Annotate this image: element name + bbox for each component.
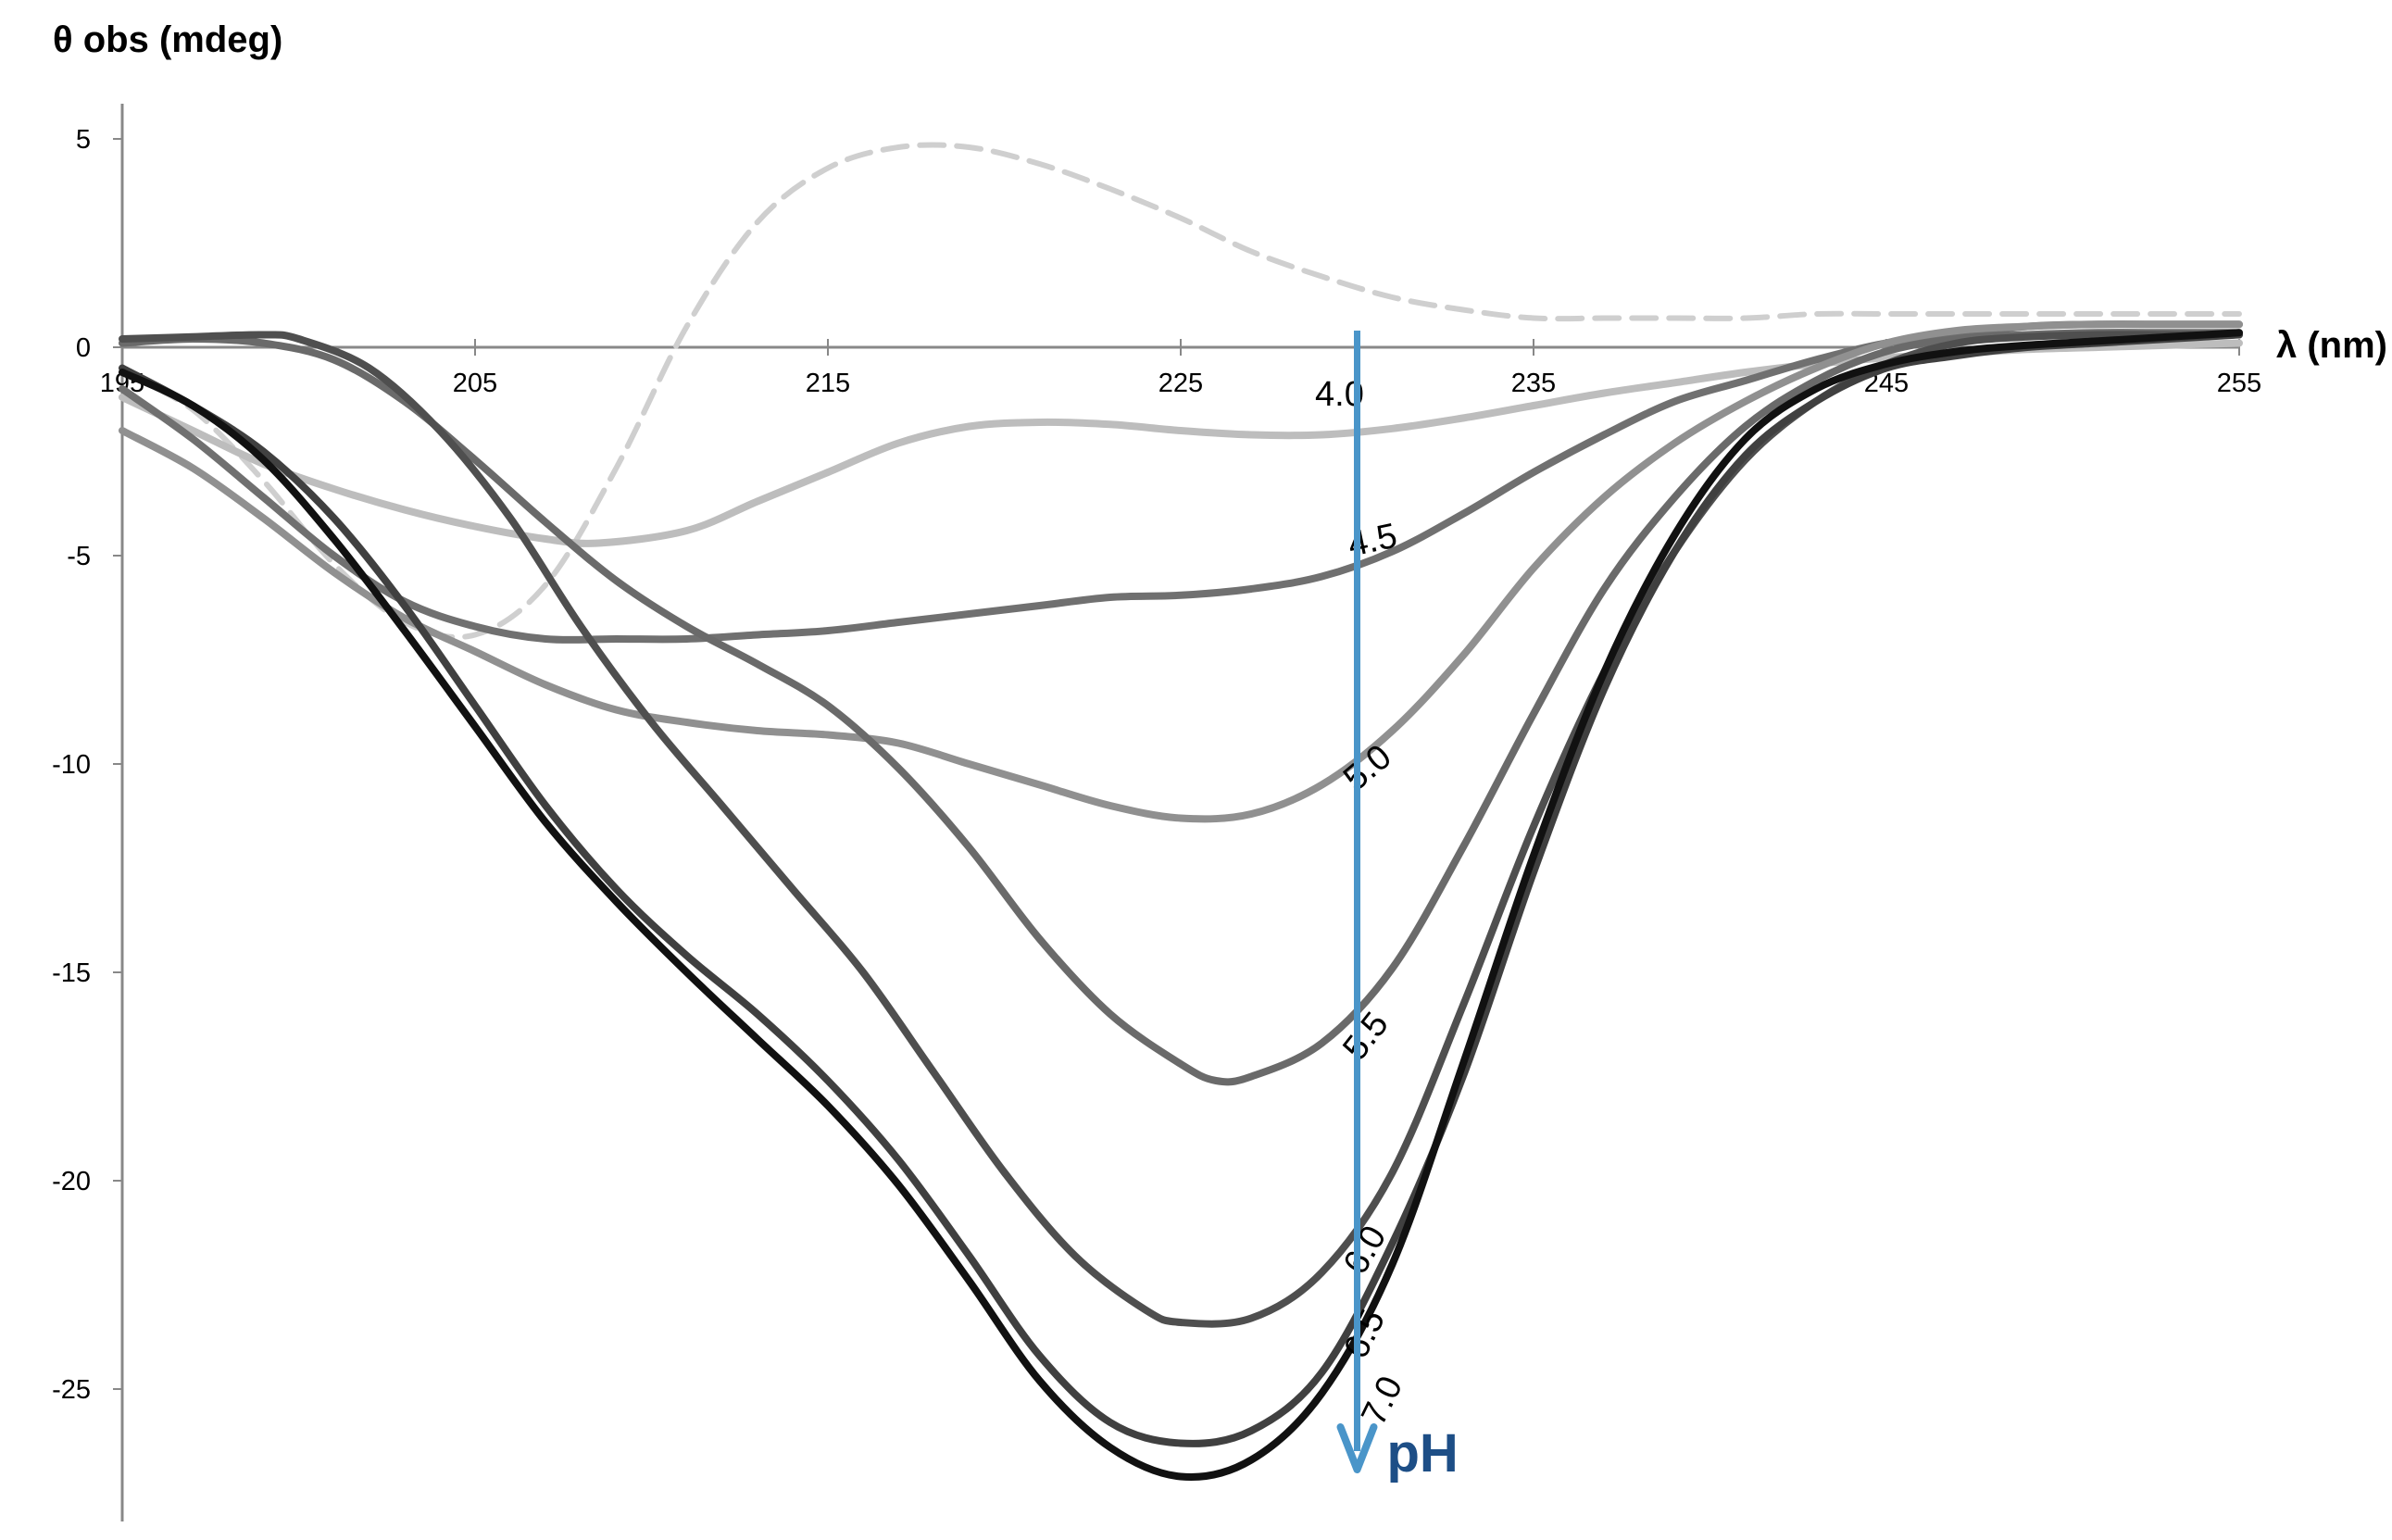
y-axis-title: θ obs (mdeg) — [53, 19, 282, 60]
curve-labels: 4.04.55.05.56.06.57.0 — [1315, 375, 1410, 1432]
curve-label-ph-5-5: 5.5 — [1335, 1005, 1396, 1067]
series-line-ph-5-5 — [119, 329, 2243, 1086]
series-group — [119, 142, 2243, 1481]
x-tick-label: 235 — [1511, 369, 1556, 398]
ph-arrow-head — [1336, 1423, 1378, 1473]
series-line-ph-5-0 — [119, 320, 2243, 823]
curve-label-ph-7-0: 7.0 — [1354, 1371, 1410, 1432]
series-line-ph-6-5 — [119, 331, 2243, 1447]
x-axis-title: λ (nm) — [2276, 325, 2387, 366]
x-tick-label: 255 — [2217, 369, 2261, 398]
y-tick-label: -25 — [52, 1375, 91, 1405]
ph-arrow: pH — [1336, 331, 1459, 1484]
y-tick-label: -20 — [52, 1167, 91, 1196]
x-tick-label: 205 — [453, 369, 497, 398]
x-tick-label: 225 — [1158, 369, 1203, 398]
x-tick-label: 215 — [806, 369, 850, 398]
y-tick-label: 0 — [76, 333, 91, 363]
curve-label-ph-4-5: 4.5 — [1345, 517, 1400, 565]
curve-label-ph-5-0: 5.0 — [1336, 737, 1398, 798]
series-line-ph-6-0 — [119, 331, 2243, 1328]
series-line-ph-4-0 — [119, 339, 2243, 547]
y-tick-label: 5 — [76, 125, 91, 155]
y-tick-label: -10 — [52, 750, 91, 780]
y-tick-label: -5 — [67, 542, 91, 571]
series-line-ph-7-0 — [119, 329, 2243, 1481]
y-tick-label: -15 — [52, 958, 91, 988]
series-line-dashed — [119, 142, 2242, 641]
ph-arrow-label: pH — [1387, 1423, 1459, 1484]
